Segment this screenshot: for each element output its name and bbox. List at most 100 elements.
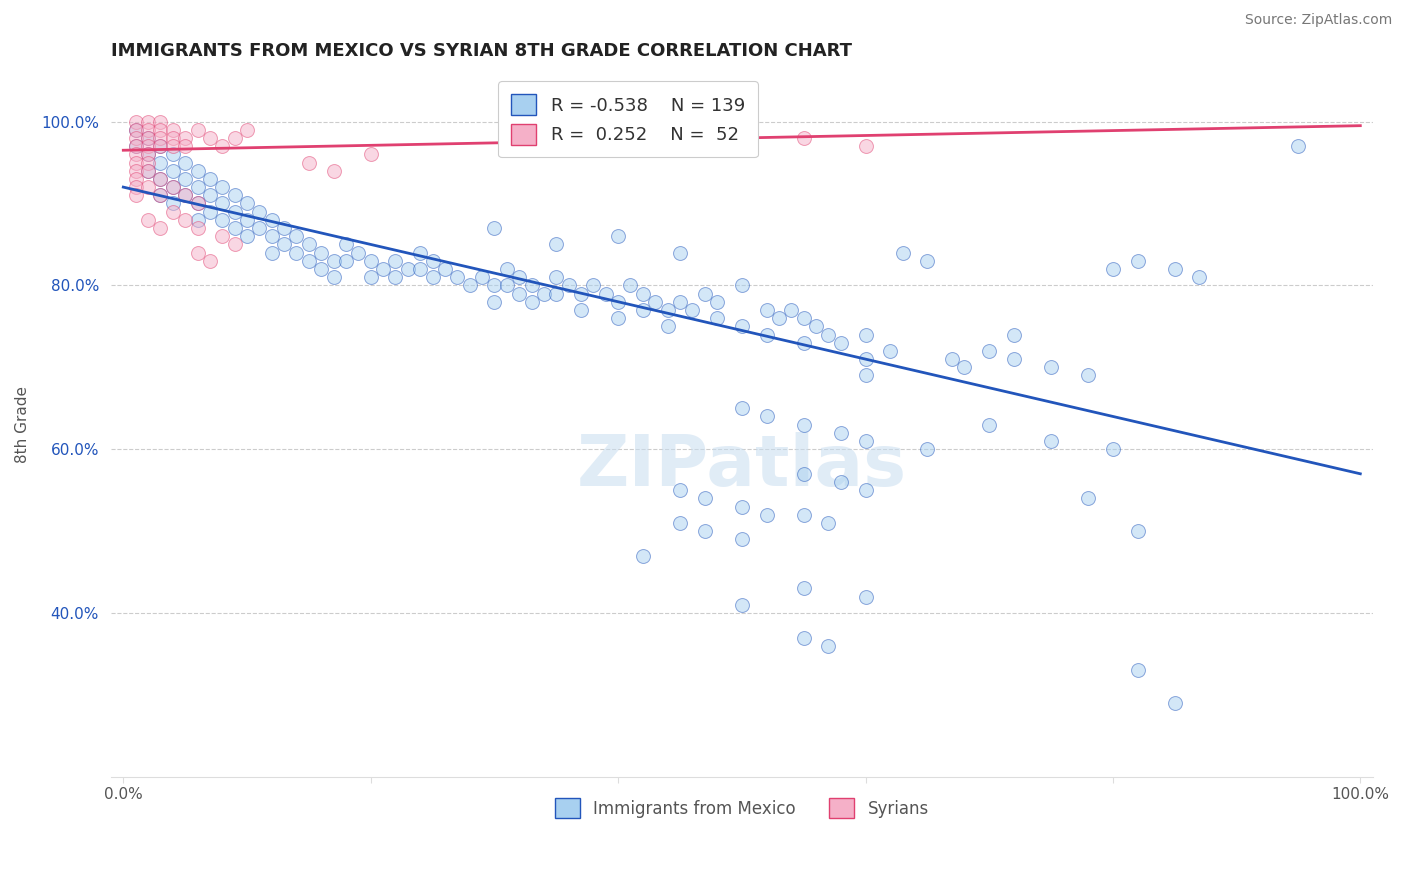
Point xyxy=(174,188,197,202)
Point xyxy=(149,172,172,186)
Point xyxy=(360,253,382,268)
Point xyxy=(693,491,716,506)
Point xyxy=(793,131,815,145)
Point xyxy=(260,229,283,244)
Point xyxy=(224,188,246,202)
Point xyxy=(298,155,321,169)
Point xyxy=(817,639,839,653)
Point xyxy=(409,262,432,277)
Point xyxy=(149,188,172,202)
Point xyxy=(495,278,517,293)
Point xyxy=(136,122,159,136)
Point xyxy=(162,147,184,161)
Point xyxy=(136,163,159,178)
Point xyxy=(855,327,877,342)
Point xyxy=(768,311,790,326)
Point xyxy=(520,278,543,293)
Y-axis label: 8th Grade: 8th Grade xyxy=(15,386,30,463)
Point xyxy=(830,425,852,440)
Point xyxy=(186,245,208,260)
Point xyxy=(1102,442,1125,457)
Point xyxy=(136,131,159,145)
Point xyxy=(669,516,692,530)
Point xyxy=(607,229,630,244)
Point xyxy=(162,131,184,145)
Point xyxy=(569,303,592,318)
Point xyxy=(136,114,159,128)
Point xyxy=(657,319,679,334)
Point xyxy=(136,147,159,161)
Point xyxy=(1188,270,1211,285)
Point xyxy=(247,221,270,235)
Point xyxy=(879,343,901,358)
Point xyxy=(755,409,778,424)
Point xyxy=(830,335,852,350)
Point xyxy=(1102,262,1125,277)
Point xyxy=(174,139,197,153)
Point xyxy=(793,335,815,350)
Point xyxy=(162,139,184,153)
Point xyxy=(211,196,233,211)
Point xyxy=(224,204,246,219)
Point xyxy=(1126,524,1149,538)
Point xyxy=(520,294,543,309)
Point xyxy=(731,278,754,293)
Point xyxy=(198,204,221,219)
Point xyxy=(817,516,839,530)
Point xyxy=(731,598,754,612)
Point xyxy=(260,245,283,260)
Point xyxy=(546,237,568,252)
Point xyxy=(731,401,754,416)
Point xyxy=(855,434,877,448)
Point xyxy=(371,262,394,277)
Point xyxy=(149,172,172,186)
Point xyxy=(1126,664,1149,678)
Point xyxy=(384,253,406,268)
Point xyxy=(830,475,852,489)
Point xyxy=(471,270,494,285)
Point xyxy=(569,286,592,301)
Point xyxy=(211,212,233,227)
Point xyxy=(124,163,146,178)
Point xyxy=(546,270,568,285)
Point xyxy=(731,500,754,514)
Point xyxy=(693,524,716,538)
Point xyxy=(484,278,506,293)
Point xyxy=(335,237,357,252)
Point xyxy=(1288,139,1310,153)
Point xyxy=(211,229,233,244)
Point xyxy=(1164,262,1187,277)
Point xyxy=(322,163,344,178)
Point xyxy=(1002,327,1025,342)
Point xyxy=(1077,491,1099,506)
Point xyxy=(409,245,432,260)
Point xyxy=(162,204,184,219)
Point xyxy=(322,253,344,268)
Point xyxy=(124,180,146,194)
Point xyxy=(755,303,778,318)
Point xyxy=(298,253,321,268)
Point xyxy=(124,172,146,186)
Point xyxy=(149,122,172,136)
Point xyxy=(917,253,939,268)
Point xyxy=(186,221,208,235)
Point xyxy=(693,286,716,301)
Point xyxy=(174,155,197,169)
Point xyxy=(186,196,208,211)
Point xyxy=(546,286,568,301)
Point xyxy=(422,253,444,268)
Point xyxy=(124,155,146,169)
Point xyxy=(706,294,728,309)
Legend: Immigrants from Mexico, Syrians: Immigrants from Mexico, Syrians xyxy=(548,791,935,825)
Point xyxy=(136,163,159,178)
Point xyxy=(298,237,321,252)
Point xyxy=(124,147,146,161)
Point xyxy=(149,131,172,145)
Point xyxy=(186,180,208,194)
Point xyxy=(124,122,146,136)
Point xyxy=(247,204,270,219)
Point xyxy=(162,163,184,178)
Point xyxy=(186,163,208,178)
Point xyxy=(149,188,172,202)
Point xyxy=(607,294,630,309)
